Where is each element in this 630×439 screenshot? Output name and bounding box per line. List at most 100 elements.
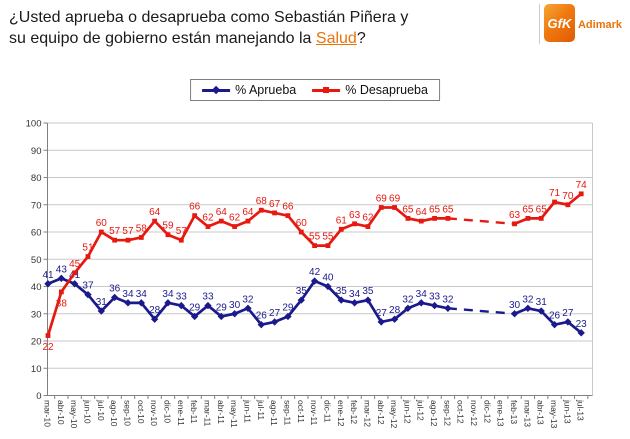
- data-point-marker: [430, 301, 439, 310]
- data-point-marker: [338, 226, 344, 232]
- data-label: 66: [189, 202, 201, 213]
- y-axis-label: 90: [31, 146, 42, 157]
- data-label: 26: [549, 311, 561, 322]
- data-label: 36: [109, 283, 121, 294]
- x-axis-label: jun-10: [82, 399, 92, 424]
- data-point-marker: [138, 235, 144, 240]
- data-point-marker: [417, 299, 425, 307]
- data-label: 35: [296, 286, 308, 297]
- x-axis-label: may-10: [69, 400, 79, 429]
- data-point-marker: [298, 229, 304, 235]
- y-axis-label: 40: [31, 282, 42, 293]
- page-title: ¿Usted aprueba o desaprueba como Sebasti…: [9, 7, 509, 49]
- data-label: 28: [149, 305, 161, 316]
- data-point-marker: [232, 224, 238, 229]
- data-point-marker: [192, 213, 198, 219]
- data-label: 28: [389, 305, 401, 316]
- data-label: 30: [229, 300, 241, 311]
- y-axis-label: 50: [31, 255, 42, 266]
- x-axis-label: mar-10: [43, 400, 53, 427]
- data-point-marker: [85, 254, 91, 259]
- data-point-marker: [124, 299, 132, 307]
- data-point-marker: [178, 237, 184, 243]
- data-point-marker: [432, 215, 437, 221]
- y-axis-label: 10: [31, 364, 42, 375]
- data-label: 29: [216, 302, 228, 313]
- data-point-marker: [98, 229, 104, 235]
- data-point-marker: [204, 301, 212, 310]
- x-axis-label: jun-13: [562, 399, 572, 424]
- gfk-adimark-logo: GfK Adimark: [538, 4, 622, 46]
- data-label: 33: [429, 292, 441, 303]
- data-label: 55: [322, 232, 334, 243]
- x-axis-label: may-12: [389, 400, 399, 429]
- data-label: 60: [296, 218, 308, 229]
- data-point-marker: [57, 274, 66, 283]
- data-label: 23: [576, 319, 588, 330]
- data-label: 33: [202, 292, 214, 303]
- data-point-marker: [284, 312, 292, 321]
- x-axis-label: nov-11: [309, 400, 319, 426]
- data-point-marker: [365, 224, 371, 229]
- data-label: 63: [349, 210, 361, 221]
- data-label: 65: [442, 204, 454, 215]
- aprueba-line-swatch-icon: [202, 85, 231, 94]
- data-label: 22: [42, 342, 54, 353]
- x-axis-label: may-13: [549, 400, 559, 429]
- data-point-marker: [350, 299, 359, 307]
- data-label: 51: [82, 243, 94, 254]
- data-label: 66: [282, 202, 294, 213]
- x-axis-label: ene-12: [336, 400, 346, 427]
- data-point-marker: [205, 224, 211, 229]
- x-axis-label: sep-12: [442, 400, 452, 426]
- x-axis-label: dic-12: [482, 400, 492, 423]
- data-label: 64: [216, 207, 228, 218]
- x-axis-label: mar-11: [202, 400, 212, 427]
- x-axis-label: may-11: [229, 400, 239, 428]
- data-label: 35: [362, 286, 374, 297]
- legend-item-aprueba: % Aprueba: [202, 83, 296, 97]
- data-point-marker: [524, 304, 532, 312]
- y-axis-label: 70: [31, 200, 42, 211]
- data-label: 31: [96, 297, 108, 308]
- data-point-marker: [364, 296, 372, 304]
- gfk-logo-text: GfK: [547, 15, 572, 31]
- data-label: 27: [562, 308, 574, 319]
- data-point-marker: [418, 218, 424, 224]
- data-label: 71: [549, 188, 561, 199]
- legend-label-desaprueba: % Desaprueba: [345, 83, 428, 97]
- data-point-marker: [257, 320, 265, 329]
- data-point-marker: [217, 312, 225, 321]
- data-label: 27: [269, 308, 281, 319]
- data-label: 31: [536, 297, 548, 308]
- x-axis-label: oct-10: [136, 400, 146, 424]
- data-point-marker: [165, 232, 171, 238]
- x-axis-label: ago-10: [109, 400, 119, 427]
- data-label: 55: [309, 232, 321, 243]
- data-label: 35: [336, 286, 348, 297]
- data-point-marker: [137, 299, 145, 307]
- data-label: 64: [416, 207, 428, 218]
- data-label: 60: [96, 218, 108, 229]
- data-label: 64: [149, 207, 161, 218]
- data-label: 70: [562, 191, 574, 202]
- data-point-marker: [538, 215, 544, 221]
- data-point-marker: [390, 315, 399, 323]
- data-point-marker: [58, 289, 64, 295]
- logo-divider: [538, 4, 540, 44]
- data-label: 38: [56, 298, 68, 309]
- x-axis-label: jun-11: [242, 399, 252, 423]
- data-label: 42: [309, 267, 321, 278]
- x-axis-label: abr-13: [536, 400, 546, 425]
- x-axis-label: abr-11: [216, 400, 226, 424]
- data-label: 34: [122, 289, 134, 300]
- data-point-marker: [405, 215, 411, 221]
- chart-legend: % Aprueba % Desaprueba: [190, 79, 440, 101]
- data-point-marker: [152, 218, 158, 224]
- data-label: 34: [416, 289, 428, 300]
- y-axis-label: 80: [31, 173, 42, 184]
- data-point-marker: [297, 296, 305, 304]
- data-label: 37: [82, 281, 94, 292]
- data-point-marker: [45, 333, 51, 338]
